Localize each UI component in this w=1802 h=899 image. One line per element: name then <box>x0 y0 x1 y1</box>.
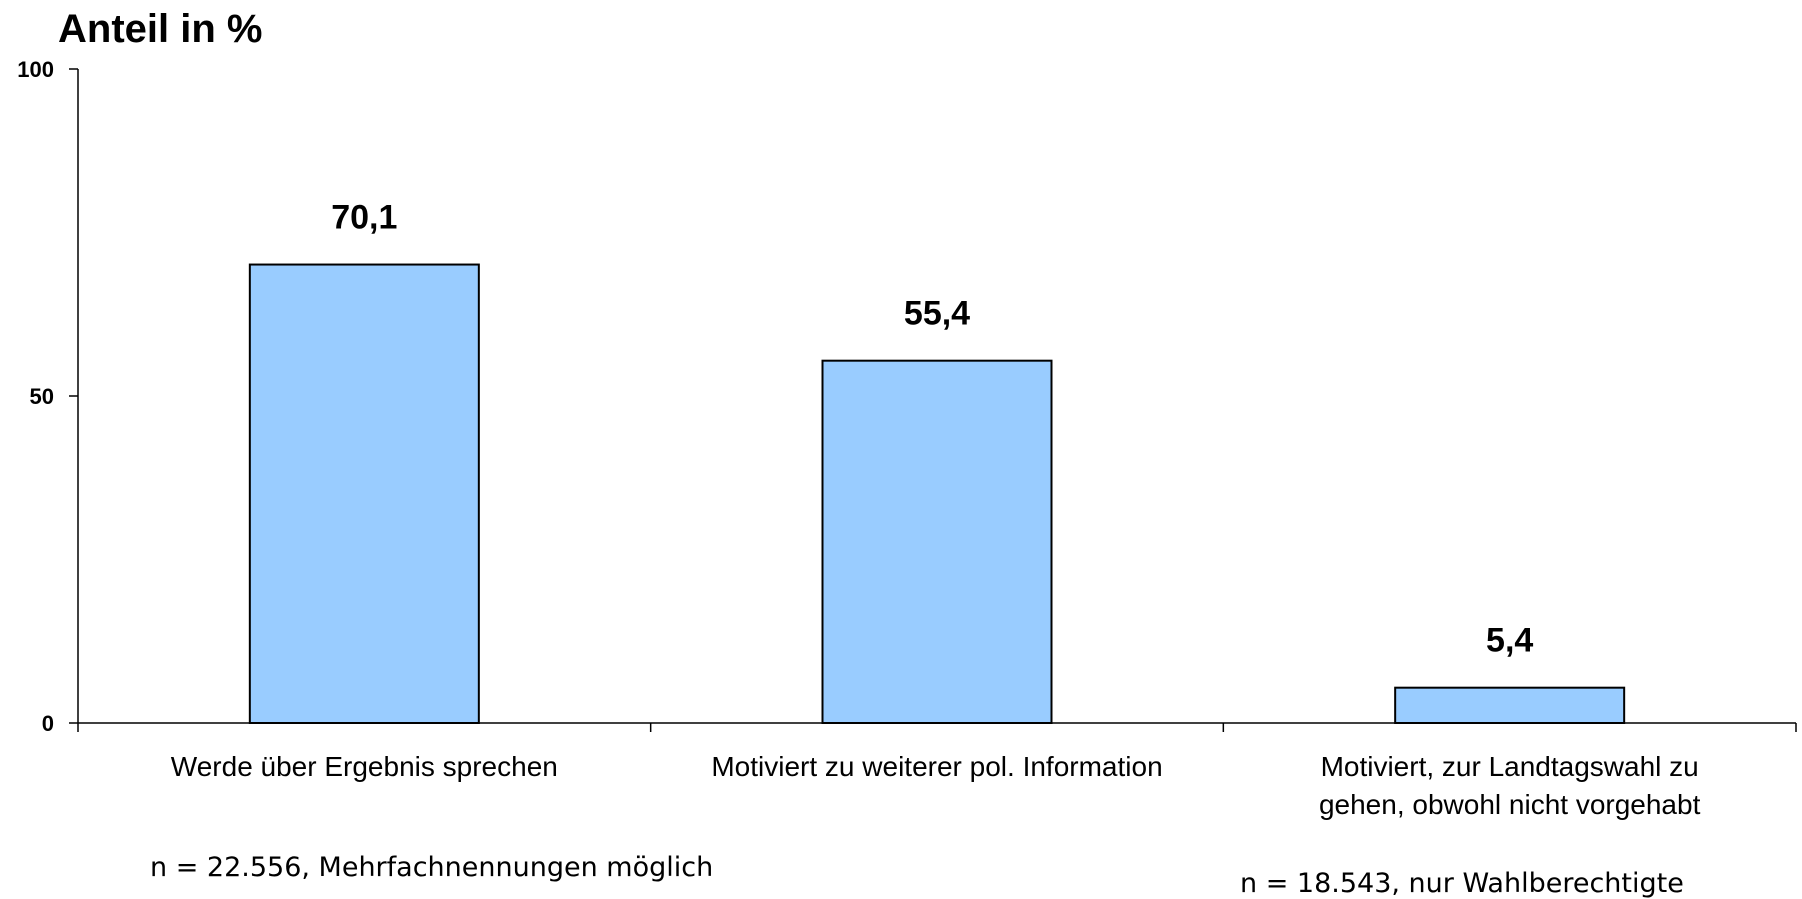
x-category-label-2: Motiviert zu weiterer pol. Information <box>711 751 1162 782</box>
data-label-2: 55,4 <box>904 295 970 333</box>
x-category-label-1: Werde über Ergebnis sprechen <box>171 751 558 782</box>
x-category-label-3: gehen, obwohl nicht vorgehabt <box>1319 789 1701 820</box>
y-tick-label: 0 <box>42 711 54 736</box>
sample-note-2: n = 18.543, nur Wahlberechtigte <box>1240 868 1684 899</box>
x-category-label-3: Motiviert, zur Landtagswahl zu <box>1321 751 1699 782</box>
bar-3 <box>1394 686 1626 725</box>
sample-note-1: n = 22.556, Mehrfachnennungen möglich <box>150 852 713 883</box>
data-label-1: 70,1 <box>331 199 397 237</box>
y-tick-label: 100 <box>17 57 54 82</box>
y-axis-title: Anteil in % <box>58 7 262 51</box>
bar-2 <box>821 359 1053 724</box>
bar-1 <box>248 263 480 724</box>
y-tick-label: 50 <box>30 384 54 409</box>
data-label-3: 5,4 <box>1486 622 1533 660</box>
